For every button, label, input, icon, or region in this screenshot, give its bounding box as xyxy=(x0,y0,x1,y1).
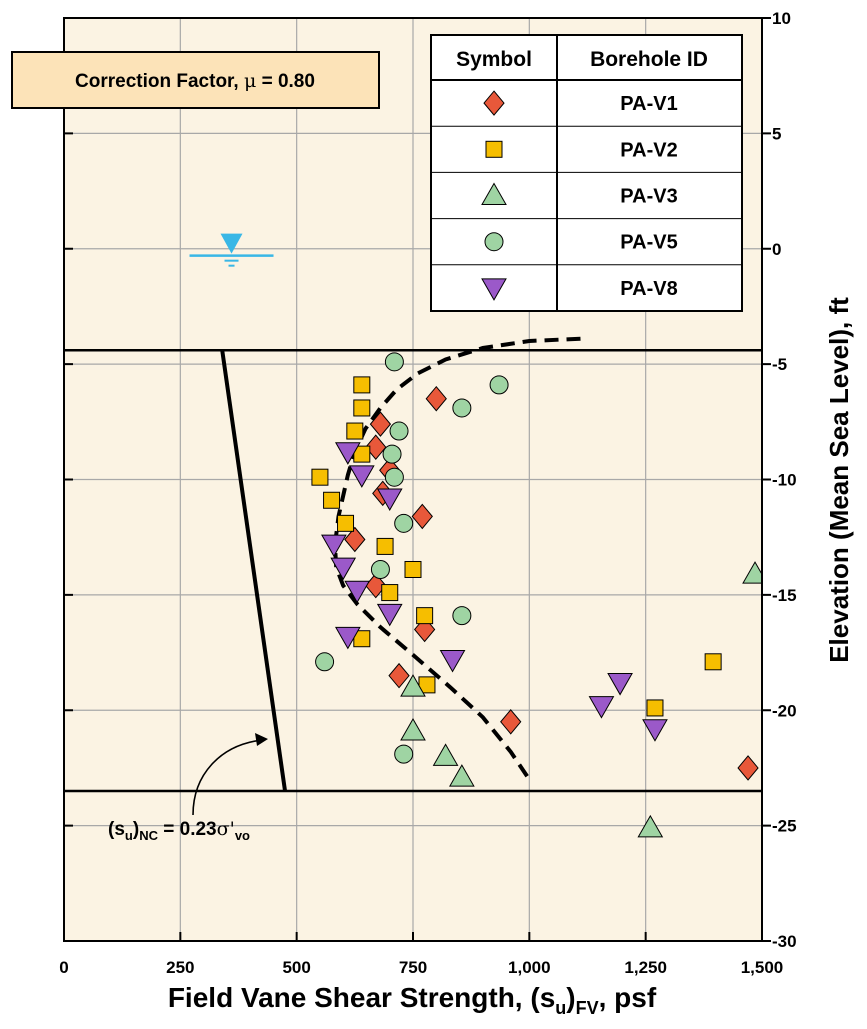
data-point-pa-v5 xyxy=(489,375,509,395)
y-tick-label: 10 xyxy=(772,9,791,28)
x-tick-label: 500 xyxy=(282,958,310,977)
data-point-pa-v5 xyxy=(370,559,390,579)
data-point-pa-v2 xyxy=(323,491,341,509)
y-tick-label: 5 xyxy=(772,124,781,143)
data-point-pa-v8 xyxy=(348,465,375,488)
y-tick-label: 0 xyxy=(772,240,781,259)
x-tick-label: 1,250 xyxy=(624,958,667,977)
legend-label-pa-v3: PA-V3 xyxy=(620,186,677,208)
data-point-pa-v2 xyxy=(353,399,371,417)
data-point-pa-v2 xyxy=(404,560,422,578)
nc-strength-line xyxy=(220,349,288,792)
y-tick-label: -30 xyxy=(772,932,797,951)
data-point-pa-v8 xyxy=(376,603,403,627)
axis-ticks: 0 250 500 750 1,000 1,250 1,500 10 5 0 -5 -10 -15 -20… xyxy=(59,9,796,977)
legend-marker-pa-v2 xyxy=(485,140,503,158)
data-point-pa-v5 xyxy=(452,398,472,418)
data-point-pa-v3 xyxy=(432,743,459,766)
data-point-pa-v2 xyxy=(353,376,371,394)
data-point-pa-v8 xyxy=(642,719,668,742)
y-tick-label: -15 xyxy=(772,586,797,605)
legend-header-borehole: Borehole ID xyxy=(590,48,708,71)
legend-label-pa-v1: PA-V1 xyxy=(620,93,677,115)
water-triangle-icon xyxy=(220,233,243,254)
data-point-pa-v3 xyxy=(448,764,475,787)
data-point-pa-v2 xyxy=(337,514,355,532)
correction-factor-box: Correction Factor, μ = 0.80 xyxy=(11,51,380,109)
y-tick-label: -25 xyxy=(772,817,797,836)
data-point-pa-v8 xyxy=(334,442,361,465)
legend-marker-pa-v5 xyxy=(484,232,504,252)
data-point-pa-v1 xyxy=(500,709,522,735)
legend-marker-pa-v8 xyxy=(481,278,507,301)
data-point-pa-v1 xyxy=(737,755,759,781)
data-point-pa-v8 xyxy=(588,696,615,719)
data-point-pa-v2 xyxy=(381,584,399,602)
data-point-pa-v2 xyxy=(416,607,434,625)
data-point-pa-v8 xyxy=(344,580,371,604)
legend-label-pa-v2: PA-V2 xyxy=(620,139,677,161)
data-point-pa-v1 xyxy=(369,411,392,437)
data-point-pa-v8 xyxy=(439,649,466,673)
legend-marker-pa-v1 xyxy=(483,90,505,116)
y-tick-label: -10 xyxy=(772,471,797,490)
data-point-pa-v3 xyxy=(400,718,426,741)
data-point-pa-v2 xyxy=(646,699,664,717)
grid xyxy=(64,18,762,941)
x-tick-label: 250 xyxy=(166,958,194,977)
x-tick-label: 1,500 xyxy=(741,958,784,977)
data-point-pa-v1 xyxy=(413,616,436,643)
data-point-pa-v1 xyxy=(388,662,410,689)
x-tick-label: 750 xyxy=(399,958,427,977)
correction-factor-label: Correction Factor, μ = 0.80 xyxy=(75,70,315,92)
data-point-pa-v8 xyxy=(330,557,357,581)
legend-marker-pa-v3 xyxy=(481,182,507,205)
data-point-pa-v1 xyxy=(411,503,433,530)
horizontal-lines xyxy=(64,349,762,793)
data-point-pa-v2 xyxy=(346,422,364,440)
data-point-pa-v5 xyxy=(389,421,409,441)
data-point-pa-v3 xyxy=(400,674,426,697)
data-point-pa-v5 xyxy=(452,606,472,626)
data-point-pa-v5 xyxy=(394,744,414,764)
legend-label-pa-v8: PA-V8 xyxy=(620,278,677,300)
nc-annotation-arrow xyxy=(192,739,263,816)
data-point-pa-v5 xyxy=(315,652,335,672)
y-tick-label: -20 xyxy=(772,701,797,720)
legend-header-symbol: Symbol xyxy=(456,48,532,71)
data-point-pa-v1 xyxy=(344,526,366,553)
data-point-pa-v5 xyxy=(394,513,414,533)
data-point-pa-v2 xyxy=(311,468,329,486)
data-point-pa-v8 xyxy=(376,488,403,511)
data-point-pa-v8 xyxy=(334,626,361,650)
x-tick-label: 0 xyxy=(59,958,68,977)
data-point-pa-v5 xyxy=(382,444,402,464)
x-axis-label: Field Vane Shear Strength, (su)FV, psf xyxy=(168,982,657,1018)
data-point-pa-v8 xyxy=(607,673,633,696)
data-point-pa-v5 xyxy=(384,467,404,487)
data-point-pa-v1 xyxy=(425,385,447,412)
data-point-pa-v1 xyxy=(365,434,387,460)
nc-line-label: (su)NC = 0.23σ'vo xyxy=(108,818,250,843)
data-point-pa-v2 xyxy=(704,653,722,671)
water-table-symbol xyxy=(189,233,274,267)
y-axis-label: Elevation (Mean Sea Level), ft xyxy=(824,297,854,663)
data-point-pa-v2 xyxy=(376,537,394,555)
legend-label-pa-v5: PA-V5 xyxy=(620,232,677,254)
arrowhead-icon xyxy=(255,733,268,746)
data-points xyxy=(311,352,762,838)
data-point-pa-v5 xyxy=(384,352,404,372)
x-tick-label: 1,000 xyxy=(508,958,551,977)
data-point-pa-v8 xyxy=(321,534,347,558)
data-point-pa-v3 xyxy=(637,814,664,838)
y-tick-label: -5 xyxy=(772,355,787,374)
legend: Symbol Borehole ID PA-V1 PA-V2 PA-V3 PA-V5 P… xyxy=(430,34,743,312)
